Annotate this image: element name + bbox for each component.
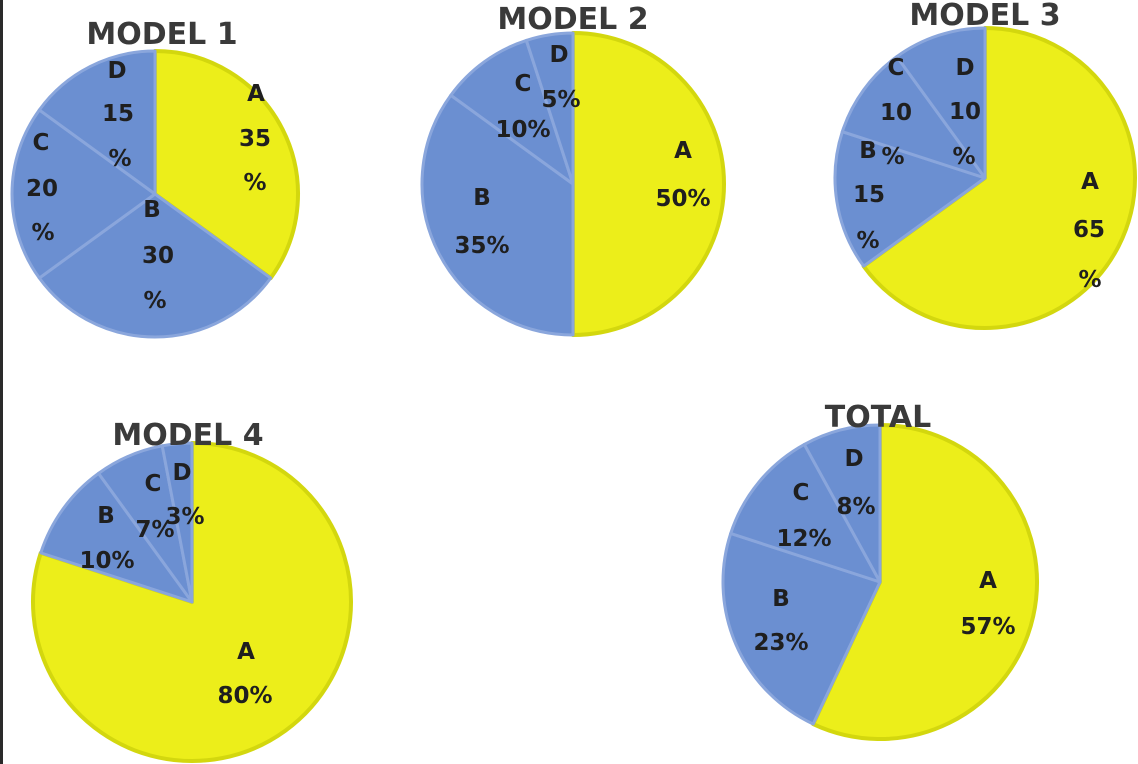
slice-a: [861, 26, 1137, 330]
pie-chart-model-2: MODEL 2 A 50% B 35% C 10% D 5%: [420, 2, 726, 337]
pie-chart-model-1: MODEL 1 A 35 % B 30 % C 20 % D 15%: [10, 17, 300, 339]
pie-chart-total: TOTAL A 57% B 23% C 12% D 8%: [721, 400, 1039, 741]
chart-title: MODEL 1: [86, 17, 237, 52]
slice-label-line: 35%: [454, 233, 509, 259]
slice-a: [811, 423, 1039, 741]
slice-label-line: D: [107, 58, 126, 84]
slice-label-line: C: [145, 471, 162, 497]
slice-label-line: 7%: [135, 517, 174, 543]
slice-c: [449, 38, 575, 186]
slice-label-line: %: [952, 144, 975, 170]
slice-label-line: A: [1081, 169, 1099, 195]
slice-label-line: C: [33, 130, 50, 156]
slice-label-a: A 80%: [217, 639, 272, 709]
slice-d: [802, 423, 882, 584]
slice-label-line: B: [772, 586, 790, 612]
slice-label-a: A 50%: [655, 138, 710, 212]
slice-label-line: 10%: [79, 548, 134, 574]
slice-label-line: 65: [1073, 217, 1105, 243]
pie-chart-model-3: MODEL 3A 65 %B 15 %C 10 %D 10%: [833, 0, 1137, 330]
slice-label-line: D: [844, 446, 863, 472]
slice-label-line: D: [955, 55, 974, 81]
slice-d: [524, 31, 575, 186]
slice-label-d: D 10%: [949, 55, 981, 170]
chart-title: MODEL 3: [909, 0, 1060, 33]
slice-d: [37, 49, 157, 196]
slice-label-b: B 30%: [142, 197, 174, 314]
slice-label-line: B: [143, 197, 161, 223]
slice-label-line: 3%: [165, 504, 204, 530]
slice-label-d: D 5%: [541, 42, 580, 113]
left-border: [0, 0, 3, 764]
slice-label-d: D 15%: [102, 58, 134, 172]
slice-label-line: 35: [239, 126, 271, 152]
slice-b: [721, 531, 882, 726]
slice-label-c: C 10%: [880, 55, 912, 170]
slice-label-b: B 15%: [853, 138, 885, 254]
chart-title: MODEL 4: [112, 418, 263, 453]
slice-label-line: %: [143, 288, 166, 314]
slice-label-line: 10: [880, 100, 912, 126]
slice-label-a: A 65%: [1073, 169, 1105, 293]
slice-label-line: A: [247, 81, 265, 107]
slice-label-line: B: [859, 138, 877, 164]
slice-label-c: C 7%: [135, 471, 174, 543]
slice-label-line: 23%: [753, 630, 808, 656]
slice-b: [420, 93, 575, 337]
slice-c: [840, 55, 987, 180]
slice-label-b: B 35%: [454, 185, 509, 259]
slice-label-line: 20: [26, 176, 58, 202]
slice-c: [729, 442, 882, 584]
slice-label-line: D: [172, 460, 191, 486]
slice-label-line: B: [473, 185, 491, 211]
slice-label-line: 10: [949, 99, 981, 125]
slice-label-line: 5%: [541, 87, 580, 113]
slice-label-b: B 23%: [753, 586, 808, 656]
slice-label-c: C 20%: [26, 130, 58, 246]
slice-label-line: %: [881, 144, 904, 170]
slice-b: [39, 471, 194, 604]
slice-label-line: 15: [853, 182, 885, 208]
slice-label-c: C 12%: [776, 480, 831, 552]
slice-label-line: 10%: [495, 117, 550, 143]
slice-label-line: C: [515, 71, 532, 97]
slice-label-line: %: [31, 220, 54, 246]
slice-label-line: 30: [142, 243, 174, 269]
chart-title: MODEL 2: [497, 2, 648, 37]
slice-label-line: %: [1078, 267, 1101, 293]
slice-label-line: 50%: [655, 186, 710, 212]
slice-label-d: D 8%: [836, 446, 875, 520]
slice-label-line: 15: [102, 101, 134, 127]
slice-d: [895, 26, 987, 180]
slice-label-line: A: [979, 568, 997, 594]
slice-label-line: %: [856, 228, 879, 254]
slice-label-line: 80%: [217, 683, 272, 709]
slice-label-line: A: [674, 138, 692, 164]
slice-label-line: %: [243, 170, 266, 196]
slice-label-b: B 10%: [79, 503, 134, 574]
slice-label-line: 57%: [960, 614, 1015, 640]
slice-b: [37, 192, 273, 339]
slice-label-line: D: [549, 42, 568, 68]
chart-title: TOTAL: [825, 400, 931, 435]
slice-label-line: C: [793, 480, 810, 506]
slice-label-c: C 10%: [495, 71, 550, 143]
pie-chart-model-4: MODEL 4 A 80% B 10% C 7% D 3%: [31, 418, 353, 763]
slice-label-d: D 3%: [165, 460, 204, 530]
slice-label-line: 12%: [776, 526, 831, 552]
slice-label-a: A 35%: [239, 81, 271, 196]
slice-label-line: C: [888, 55, 905, 81]
slice-label-line: %: [108, 146, 131, 172]
slice-label-line: B: [97, 503, 115, 529]
slice-label-a: A 57%: [960, 568, 1015, 640]
slice-a: [571, 31, 726, 337]
slice-c: [10, 108, 157, 280]
slice-a: [153, 49, 300, 281]
slice-label-line: A: [237, 639, 255, 665]
slice-b: [833, 130, 987, 268]
slice-label-line: 8%: [836, 494, 875, 520]
slice-d: [160, 441, 194, 604]
